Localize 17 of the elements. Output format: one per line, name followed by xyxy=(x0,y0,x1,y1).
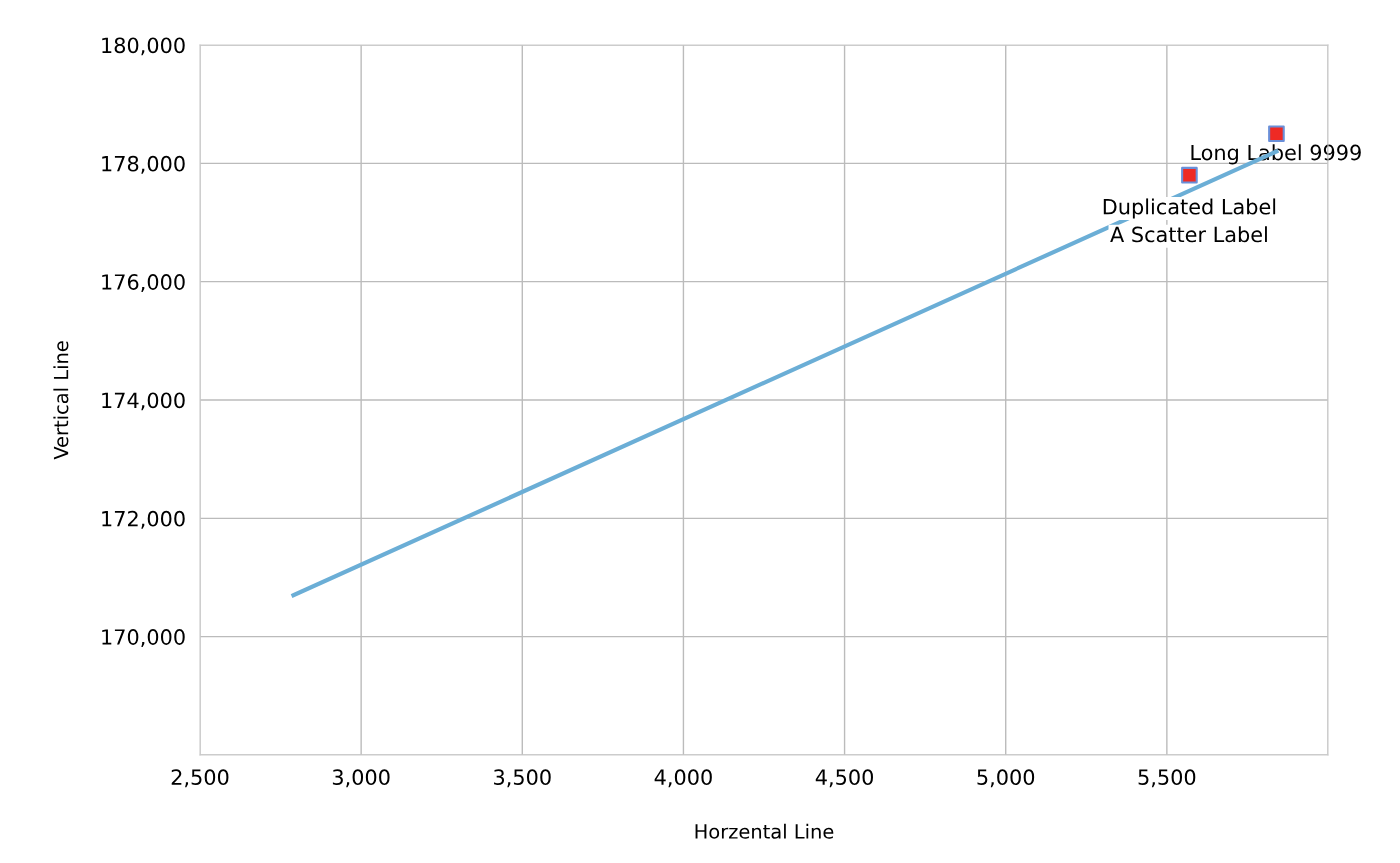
y-tick-label: 170,000 xyxy=(102,629,185,647)
y-axis-title: Vertical Line xyxy=(53,341,69,460)
x-tick-label: 4,000 xyxy=(654,769,712,788)
y-tick-label: 178,000 xyxy=(102,155,185,174)
x-tick-label: 2,500 xyxy=(171,769,229,788)
y-tick-label: 174,000 xyxy=(102,392,185,411)
x-tick-label: 3,500 xyxy=(494,769,551,788)
y-tick-label: 176,000 xyxy=(102,274,185,292)
x-tick-label: 5,500 xyxy=(1138,769,1196,788)
x-tick-label: 4,500 xyxy=(815,769,874,788)
x-tick-label: 5,000 xyxy=(977,769,1035,788)
x-tick-label: 3,000 xyxy=(332,769,390,788)
y-tick-label: 172,000 xyxy=(102,510,185,529)
y-tick-label: 180,000 xyxy=(102,37,185,56)
x-axis-title: Horzental Line xyxy=(695,823,834,839)
annotation: Duplicated Label xyxy=(1103,198,1276,219)
annotation: A Scatter Label xyxy=(1110,226,1267,243)
